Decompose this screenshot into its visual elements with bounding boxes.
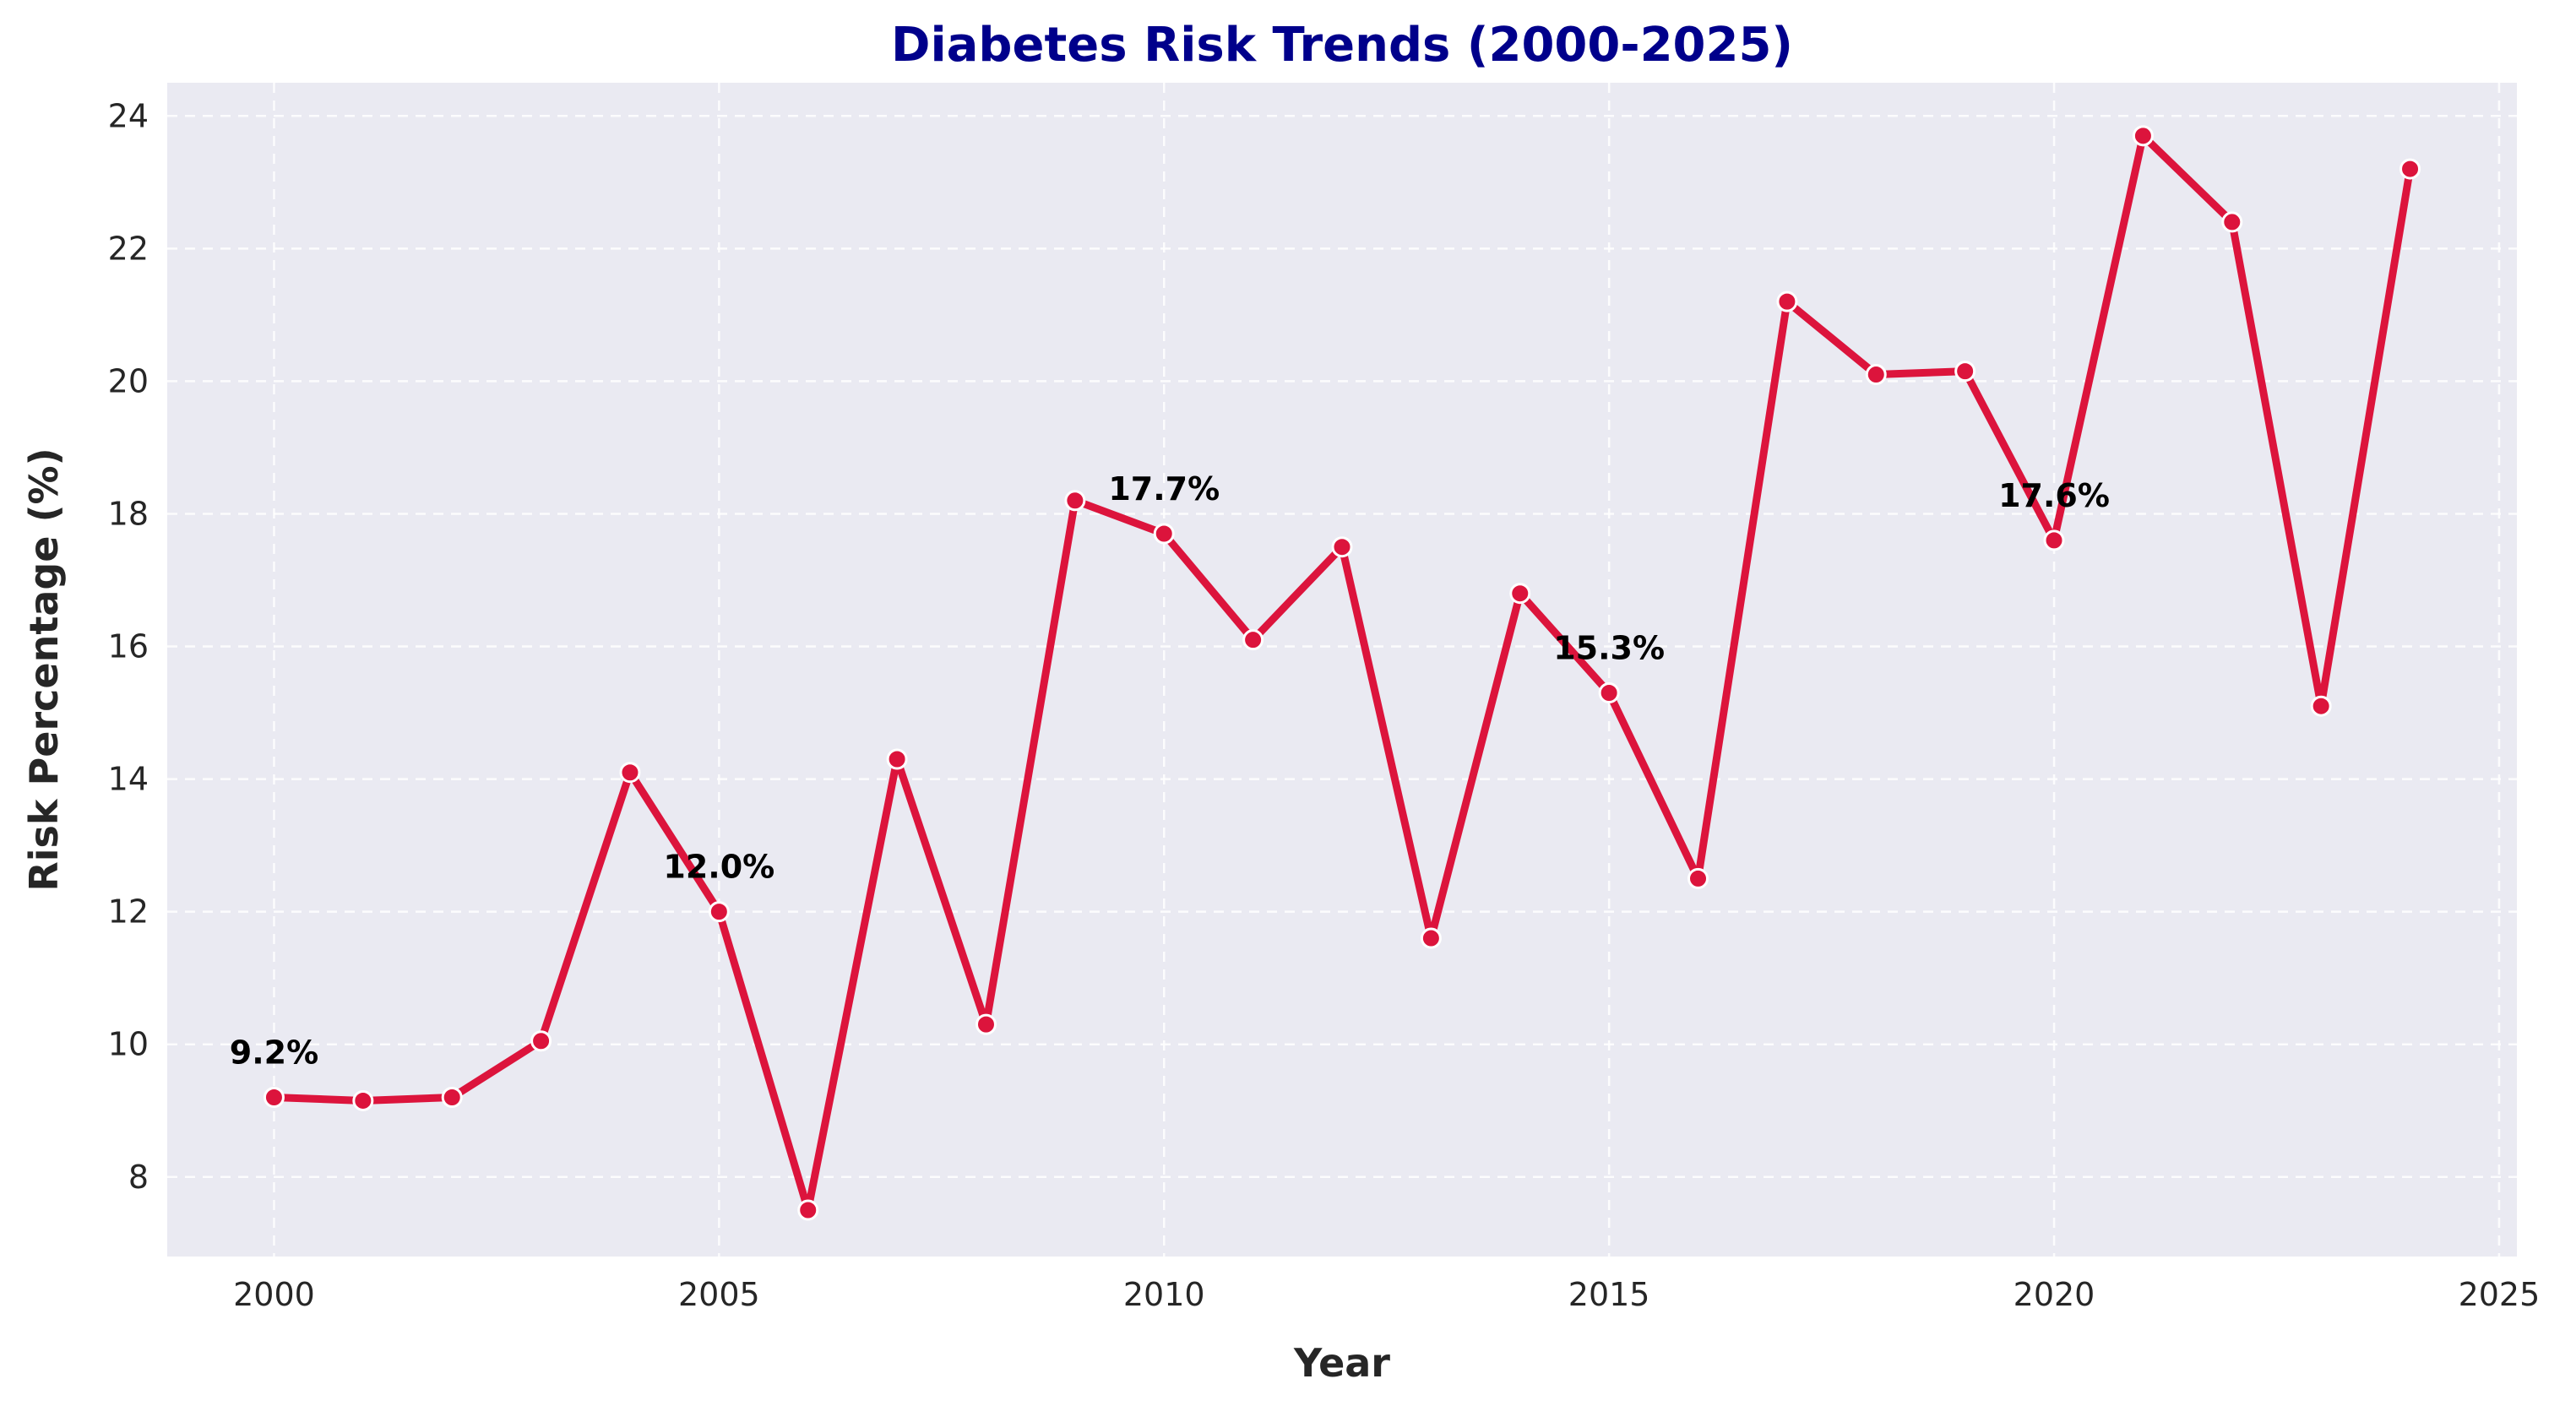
data-point xyxy=(441,1087,463,1109)
data-point xyxy=(352,1089,374,1111)
data-point xyxy=(2132,125,2154,147)
data-points xyxy=(263,125,2421,1221)
y-tick-label: 24 xyxy=(108,97,149,134)
data-point xyxy=(2310,695,2332,717)
data-point xyxy=(530,1030,552,1052)
grid xyxy=(167,83,2517,1257)
data-label: 17.6% xyxy=(1998,477,2110,514)
data-point xyxy=(1331,536,1353,558)
y-tick-label: 8 xyxy=(128,1159,149,1196)
data-point xyxy=(1598,681,1620,703)
x-tick-label: 2010 xyxy=(1123,1276,1205,1313)
x-tick-label: 2025 xyxy=(2459,1276,2541,1313)
data-point xyxy=(1509,583,1531,605)
data-label: 12.0% xyxy=(663,849,774,886)
x-tick-label: 2020 xyxy=(2014,1276,2095,1313)
y-tick-label: 12 xyxy=(108,893,149,931)
data-point xyxy=(708,901,730,923)
data-point xyxy=(1242,629,1264,651)
data-point xyxy=(619,762,641,784)
data-point xyxy=(1776,290,1798,312)
data-label: 9.2% xyxy=(230,1034,318,1072)
y-tick-label: 18 xyxy=(108,495,149,532)
x-axis-label: Year xyxy=(1293,1340,1390,1386)
data-point xyxy=(1865,364,1887,386)
data-point xyxy=(1687,867,1709,889)
data-point xyxy=(1954,361,1976,383)
data-point xyxy=(1064,490,1086,512)
y-tick-label: 22 xyxy=(108,230,149,267)
data-point xyxy=(2221,211,2243,233)
data-point xyxy=(975,1013,997,1035)
data-point xyxy=(1153,523,1175,545)
data-labels: 9.2% 12.0% 17.7% 15.3% 17.6% xyxy=(230,470,2110,1072)
data-point xyxy=(2043,529,2065,551)
y-axis-ticks: 8 10 12 14 16 18 20 22 24 xyxy=(108,97,149,1195)
data-point xyxy=(2399,158,2421,180)
plot-area xyxy=(167,83,2517,1257)
data-point xyxy=(263,1087,285,1109)
y-tick-label: 20 xyxy=(108,362,149,399)
data-point xyxy=(797,1199,819,1221)
y-tick-label: 14 xyxy=(108,761,149,798)
chart-title: Diabetes Risk Trends (2000-2025) xyxy=(891,18,1793,73)
x-tick-label: 2015 xyxy=(1568,1276,1650,1313)
x-axis-ticks: 2000 2005 2010 2015 2020 2025 xyxy=(233,1276,2540,1313)
data-point xyxy=(886,748,908,770)
data-point xyxy=(1420,927,1442,949)
y-axis-label: Risk Percentage (%) xyxy=(21,448,67,891)
data-label: 15.3% xyxy=(1553,629,1665,666)
data-label: 17.7% xyxy=(1108,470,1220,508)
y-tick-label: 10 xyxy=(108,1026,149,1063)
x-tick-label: 2005 xyxy=(678,1276,760,1313)
y-tick-label: 16 xyxy=(108,628,149,665)
x-tick-label: 2000 xyxy=(233,1276,315,1313)
